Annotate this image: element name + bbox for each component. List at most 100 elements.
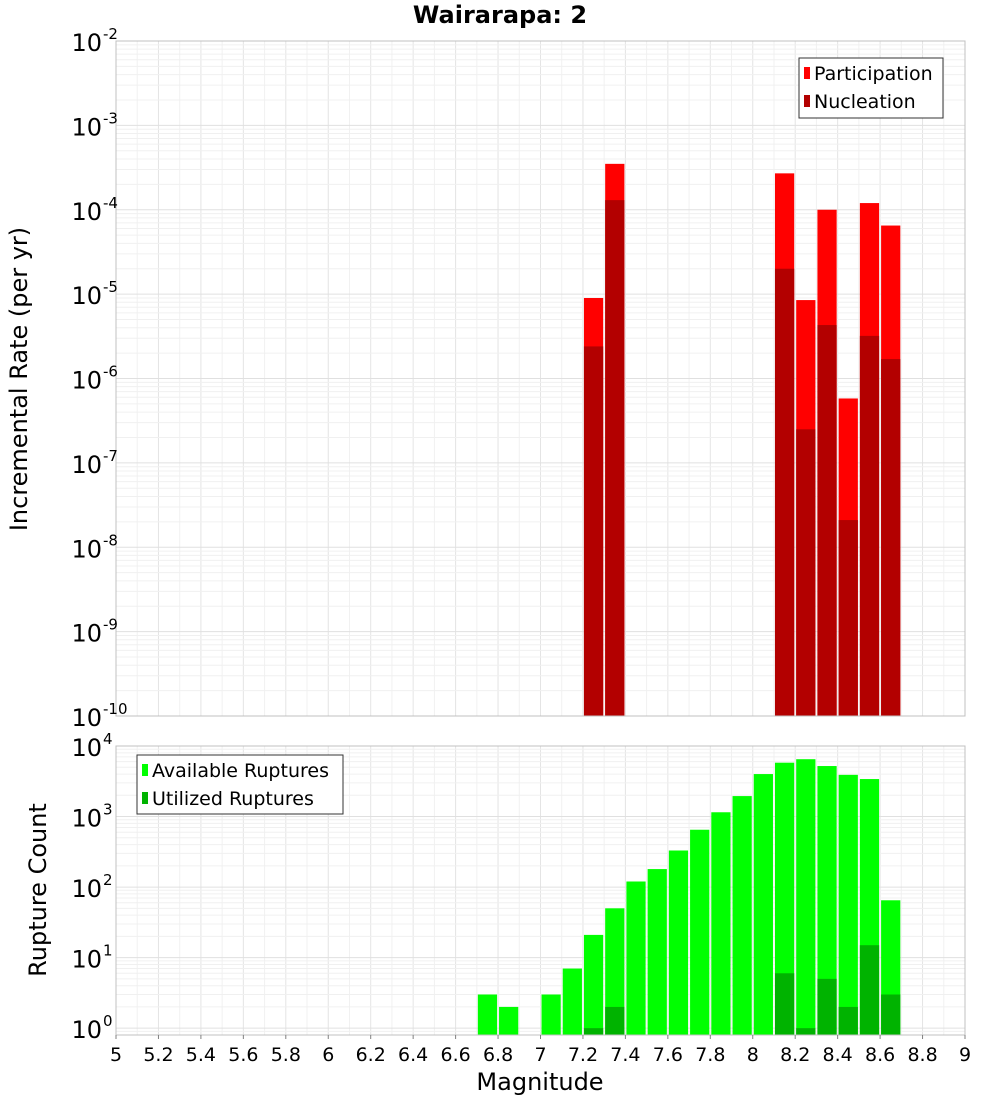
plot-frame: [115, 40, 966, 717]
y-tick-label: 10: [71, 734, 102, 762]
x-tick-label: 7.2: [568, 1044, 598, 1066]
legend-entry: Nucleation: [814, 91, 916, 113]
x-tick-label: 8.6: [865, 1044, 895, 1066]
bar: [647, 869, 667, 1035]
y-tick-exponent: -5: [103, 278, 118, 296]
top-y-axis-label: Incremental Rate (per yr): [5, 227, 33, 531]
y-tick-exponent: -7: [103, 447, 118, 465]
series-utilized-ruptures: [583, 945, 901, 1035]
x-tick-label: 6: [322, 1044, 334, 1066]
y-tick-label: 10: [71, 704, 102, 732]
bar: [690, 829, 710, 1035]
bar: [668, 850, 689, 1035]
bar: [838, 774, 858, 1035]
bar: [732, 796, 752, 1035]
y-tick-exponent: -4: [103, 194, 118, 212]
y-tick-exponent: 4: [103, 730, 113, 748]
legend-box: [136, 754, 344, 815]
bar: [817, 325, 837, 716]
y-tick-label: 10: [71, 113, 102, 141]
y-tick-label: 10: [71, 875, 102, 903]
bar: [605, 1006, 625, 1035]
legend-box: [798, 57, 944, 119]
bar: [541, 994, 561, 1035]
x-tick-label: 6.4: [398, 1044, 428, 1066]
y-tick-label: 10: [71, 535, 102, 563]
y-tick-label: 10: [71, 451, 102, 479]
y-tick-label: 10: [71, 805, 102, 833]
bar: [774, 268, 795, 716]
x-tick-labels: 5 5.2 5.4 5.6 5.8 6 6.2 6.4 6.6 6.8 7 7.2 7.4 7.6 7.8 8…: [110, 1035, 971, 1066]
y-tick-label: 10: [71, 1016, 102, 1044]
bar: [562, 968, 582, 1035]
bar: [605, 908, 625, 1035]
bar: [859, 945, 880, 1035]
bar: [774, 762, 795, 1035]
bar: [838, 1006, 858, 1035]
bar: [583, 934, 604, 1035]
bar: [753, 774, 773, 1035]
y-tick-exponent: -3: [103, 109, 118, 127]
bar: [838, 520, 858, 716]
bar: [477, 994, 498, 1035]
x-tick-label: 6.2: [356, 1044, 386, 1066]
bottom-y-axis-label: Rupture Count: [24, 803, 52, 977]
y-tick-label: 10: [71, 367, 102, 395]
bar: [881, 994, 901, 1035]
bar: [796, 1028, 816, 1035]
grid: [115, 40, 966, 717]
y-tick-exponent: -8: [103, 531, 118, 549]
legend: Available Ruptures Utilized Ruptures: [136, 754, 344, 815]
legend-entry: Utilized Ruptures: [152, 788, 314, 810]
bar: [499, 1006, 519, 1035]
y-tick-exponent: -6: [103, 363, 118, 381]
legend-entry: Available Ruptures: [152, 760, 329, 782]
x-tick-label: 7.6: [653, 1044, 683, 1066]
bar: [796, 429, 816, 716]
y-tick-label: 10: [71, 29, 102, 57]
x-tick-label: 6.6: [440, 1044, 470, 1066]
y-tick-exponent: 2: [103, 871, 113, 889]
bar: [859, 335, 880, 716]
x-tick-label: 7: [534, 1044, 546, 1066]
legend: Participation Nucleation: [798, 57, 944, 119]
bar: [605, 200, 625, 716]
x-tick-label: 9: [959, 1044, 971, 1066]
y-tick-exponent: 1: [103, 942, 113, 960]
x-tick-label: 8.2: [780, 1044, 810, 1066]
legend-swatch: [804, 67, 810, 79]
y-tick-label: 10: [71, 282, 102, 310]
legend-swatch: [804, 95, 810, 107]
x-tick-label: 5.8: [271, 1044, 301, 1066]
bar: [881, 359, 901, 716]
y-tick-label: 10: [71, 198, 102, 226]
y-tick-exponent: 0: [103, 1012, 113, 1030]
x-tick-label: 5.4: [186, 1044, 216, 1066]
y-tick-exponent: 3: [103, 801, 113, 819]
bar: [626, 881, 646, 1035]
y-tick-label: 10: [71, 946, 102, 974]
x-tick-label: 7.8: [695, 1044, 725, 1066]
bar: [583, 346, 604, 716]
x-tick-label: 6.8: [483, 1044, 513, 1066]
y-tick-exponent: -2: [103, 25, 118, 43]
y-tick-exponent: -9: [103, 616, 118, 634]
legend-swatch: [142, 764, 148, 776]
y-tick-exponent: -10: [103, 700, 128, 718]
x-axis-label: Magnitude: [476, 1068, 603, 1096]
chart-title: Wairarapa: 2: [413, 1, 587, 29]
bar: [583, 1028, 604, 1035]
bar: [817, 766, 837, 1035]
x-tick-label: 8.4: [823, 1044, 853, 1066]
y-tick-label: 10: [71, 620, 102, 648]
bar: [774, 973, 795, 1035]
bar: [817, 978, 837, 1035]
x-tick-label: 5.6: [228, 1044, 258, 1066]
x-tick-label: 8: [747, 1044, 759, 1066]
bar: [711, 812, 731, 1035]
x-tick-label: 5.2: [143, 1044, 173, 1066]
